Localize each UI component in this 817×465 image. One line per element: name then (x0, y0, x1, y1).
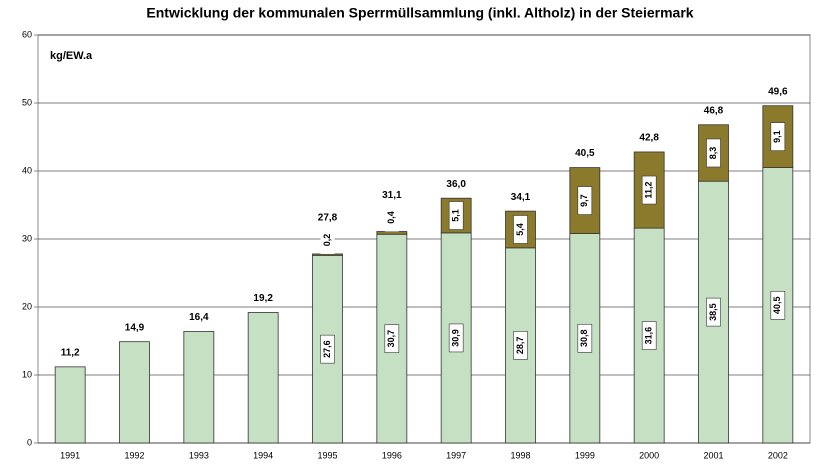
value-label: 30,8 (579, 330, 589, 348)
chart-title: Entwicklung der kommunalen Sperrmüllsamm… (146, 5, 693, 21)
value-label: 30,7 (386, 330, 396, 348)
label-box (513, 331, 528, 360)
total-label: 14,9 (125, 322, 145, 333)
x-tick-label: 1999 (575, 450, 595, 460)
label-box (706, 138, 721, 168)
label-box (384, 324, 400, 353)
value-label: 9,1 (772, 130, 782, 143)
y-tick-label: 30 (22, 233, 32, 243)
value-label: 8,3 (708, 147, 718, 160)
x-tick-label: 1991 (60, 450, 80, 460)
total-label: 42,8 (639, 133, 659, 144)
value-label: 9,7 (579, 194, 589, 207)
total-label: 36,0 (446, 179, 466, 190)
total-label: 16,4 (189, 312, 209, 323)
label-box (320, 334, 335, 364)
label-box (448, 201, 464, 230)
x-tick-label: 1997 (446, 450, 466, 460)
bar-segment (119, 341, 150, 444)
label-box (320, 225, 335, 254)
value-label: 11,2 (644, 182, 654, 199)
y-axis-label: kg/EW.a (50, 50, 93, 62)
label-box (641, 175, 657, 205)
y-tick-label: 0 (27, 437, 32, 447)
value-label: 31,6 (644, 327, 654, 345)
label-box (448, 323, 464, 353)
label-box (770, 290, 786, 320)
total-label: 49,6 (768, 86, 788, 97)
y-tick-label: 40 (22, 165, 32, 175)
y-tick-label: 60 (22, 29, 32, 39)
label-box (513, 215, 528, 244)
total-label: 34,1 (511, 192, 531, 203)
x-tick-label: 1992 (124, 450, 144, 460)
x-tick-label: 2000 (639, 450, 659, 460)
value-label: 5,1 (451, 209, 461, 222)
value-label: 38,5 (708, 303, 718, 321)
x-tick-label: 1998 (510, 450, 530, 460)
bar-segment (54, 366, 86, 444)
value-label: 40,5 (772, 297, 782, 315)
y-tick-label: 50 (22, 97, 32, 107)
x-tick-label: 2001 (703, 450, 723, 460)
label-box (770, 122, 786, 151)
x-tick-label: 1993 (189, 450, 209, 460)
label-box (384, 203, 399, 232)
bar-segment (312, 253, 343, 256)
value-label: 30,9 (451, 329, 461, 347)
total-label: 27,8 (318, 213, 338, 224)
label-box (577, 323, 593, 353)
total-label: 19,2 (253, 293, 273, 304)
y-tick-label: 20 (22, 301, 32, 311)
value-label: 5,4 (515, 223, 525, 236)
label-box (641, 321, 657, 350)
bar-segment (247, 312, 279, 444)
x-tick-label: 1994 (253, 450, 273, 460)
value-label: 27,6 (322, 340, 332, 358)
x-tick-label: 2002 (768, 450, 788, 460)
label-box (577, 186, 593, 215)
total-label: 11,2 (61, 347, 80, 358)
value-label: 0,4 (386, 211, 396, 224)
bar-segment (376, 231, 408, 235)
value-label: 28,7 (515, 337, 525, 355)
total-label: 46,8 (704, 105, 724, 116)
label-box (706, 297, 721, 327)
value-label: 0,2 (322, 234, 332, 247)
total-label: 40,5 (575, 148, 595, 159)
bar-segment (183, 331, 215, 444)
x-tick-label: 1996 (382, 450, 402, 460)
total-label: 31,1 (382, 190, 402, 201)
y-tick-label: 10 (22, 369, 32, 379)
x-tick-label: 1995 (317, 450, 337, 460)
